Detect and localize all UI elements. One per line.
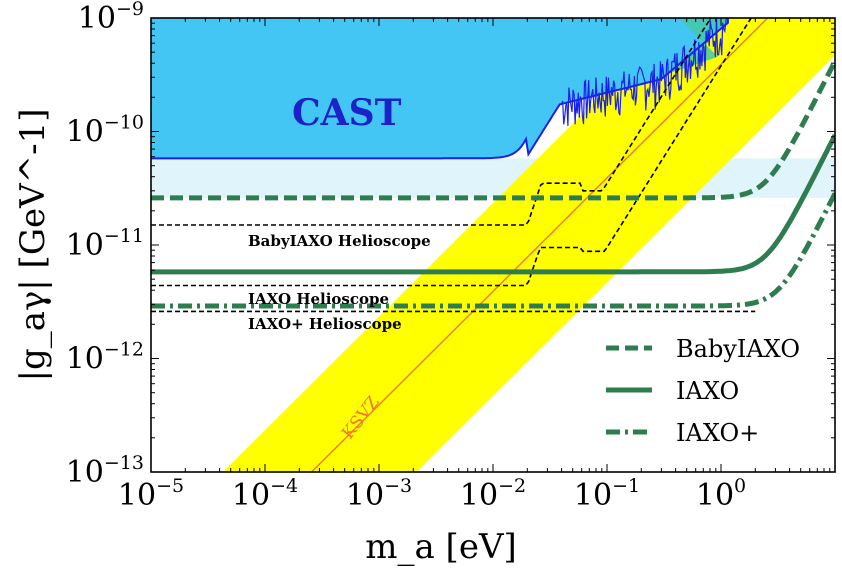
cast-label: CAST bbox=[292, 92, 402, 134]
x-tick-label: 10−3 bbox=[346, 475, 412, 513]
x-tick-label: 10−5 bbox=[118, 475, 184, 513]
legend-label-iaxoplus: IAXO+ bbox=[676, 419, 759, 447]
annotation-babyiaxo-helioscope: BabyIAXO Helioscope bbox=[248, 232, 431, 250]
plot-area bbox=[151, 18, 835, 472]
plot-frame bbox=[150, 17, 836, 473]
y-tick-label: 10−12 bbox=[66, 339, 144, 377]
x-axis-title: m_a [eV] bbox=[365, 527, 517, 567]
tick-labels: 10−5 10−4 10−3 10−2 10−1 10010−1310−1210−1110… bbox=[66, 0, 746, 513]
yellow-axion-band bbox=[222, 18, 835, 472]
green-overlap-region bbox=[627, 18, 728, 88]
ksvz-line bbox=[311, 18, 769, 472]
cast-excluded-region bbox=[151, 18, 728, 159]
sensitivity-series bbox=[151, 59, 835, 309]
x-tick-label: 10−1 bbox=[574, 475, 640, 513]
x-tick-exp: −4 bbox=[270, 475, 298, 497]
cast-noisy-boundary bbox=[561, 18, 729, 126]
y-tick-base: 10 bbox=[66, 455, 104, 490]
annotation-iaxo-helioscope: IAXO Helioscope bbox=[248, 290, 389, 308]
y-tick-base: 10 bbox=[66, 115, 104, 150]
y-tick-base: 10 bbox=[66, 342, 104, 377]
y-axis-title: |g_aγ| [GeV^-1] bbox=[13, 108, 53, 381]
y-tick-exp: −11 bbox=[104, 225, 144, 247]
x-tick-base: 10 bbox=[118, 478, 156, 513]
x-tick-base: 10 bbox=[574, 478, 612, 513]
x-tick-label: 10−2 bbox=[460, 475, 526, 513]
y-tick-base: 10 bbox=[78, 1, 116, 36]
thin-dashed-curves bbox=[151, 18, 756, 313]
y-tick-exp: −12 bbox=[104, 339, 144, 361]
series-line-iaxoplus bbox=[151, 192, 835, 309]
thin-dashed-curve bbox=[151, 18, 712, 226]
legend-label-babyiaxo: BabyIAXO bbox=[676, 335, 800, 363]
x-tick-exp: −1 bbox=[612, 475, 640, 497]
x-tick-base: 10 bbox=[460, 478, 498, 513]
y-tick-label: 10−13 bbox=[66, 452, 144, 490]
legend: BabyIAXO IAXO IAXO+ bbox=[606, 335, 800, 447]
series-line-babyiaxo bbox=[151, 59, 835, 201]
x-tick-exp: 0 bbox=[734, 475, 746, 497]
y-tick-exp: −10 bbox=[104, 112, 144, 134]
cast-boundary bbox=[151, 18, 729, 160]
y-tick-label: 10−10 bbox=[66, 112, 144, 150]
thin-dashed-curve bbox=[151, 18, 753, 287]
y-tick-exp: −9 bbox=[116, 0, 144, 20]
annotation-iaxoplus-helioscope: IAXO+ Helioscope bbox=[248, 315, 402, 333]
x-tick-exp: −2 bbox=[498, 475, 526, 497]
series-line-iaxo bbox=[151, 133, 835, 275]
y-tick-base: 10 bbox=[66, 228, 104, 263]
x-tick-base: 10 bbox=[232, 478, 270, 513]
x-tick-base: 10 bbox=[696, 478, 734, 513]
x-tick-exp: −3 bbox=[384, 475, 412, 497]
legend-label-iaxo: IAXO bbox=[676, 377, 739, 405]
x-tick-label: 10−4 bbox=[232, 475, 298, 513]
x-tick-exp: −5 bbox=[156, 475, 184, 497]
y-tick-exp: −13 bbox=[104, 452, 144, 474]
y-tick-label: 10−11 bbox=[66, 225, 144, 263]
x-tick-base: 10 bbox=[346, 478, 384, 513]
x-tick-label: 100 bbox=[696, 475, 746, 513]
light-region bbox=[151, 158, 835, 198]
y-tick-label: 10−9 bbox=[78, 0, 144, 36]
